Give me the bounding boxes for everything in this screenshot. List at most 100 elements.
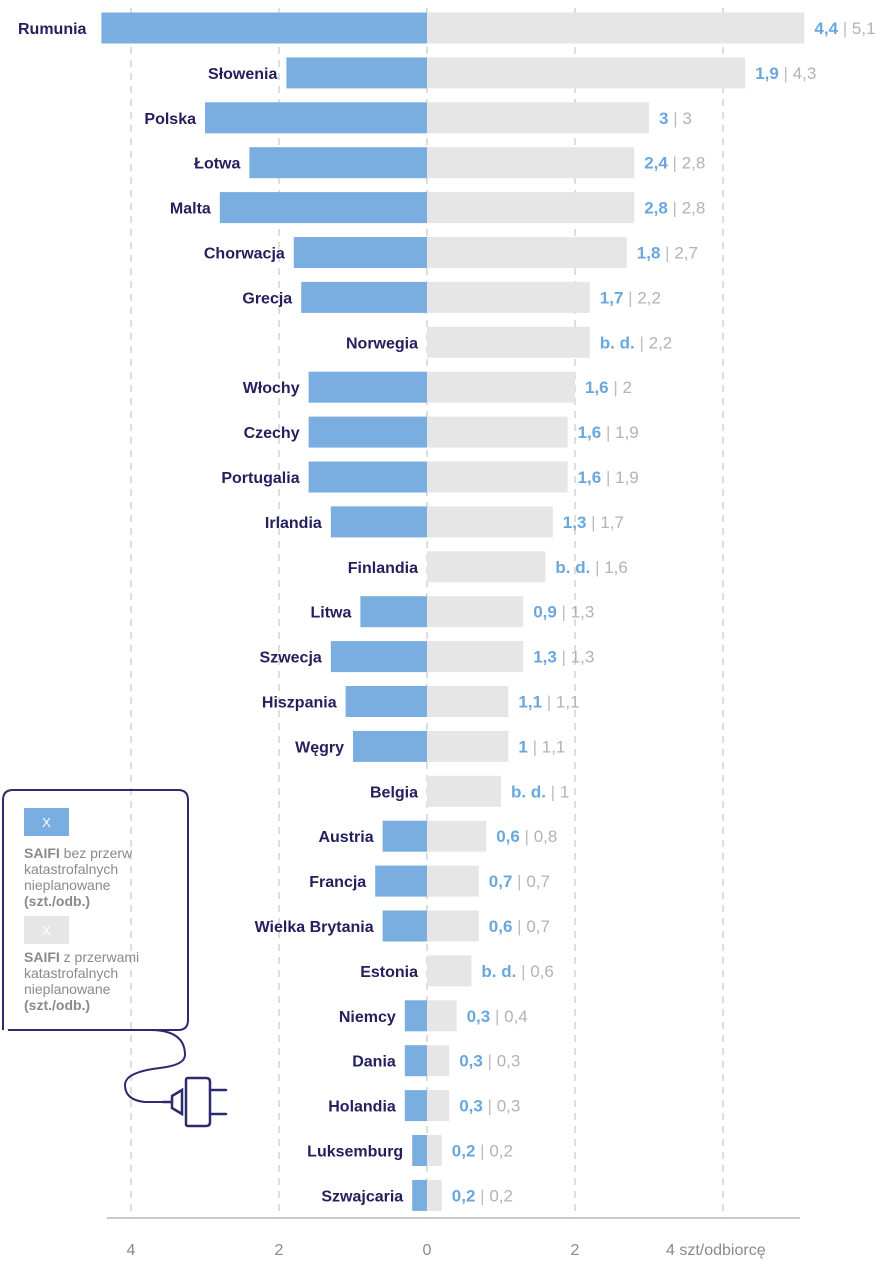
country-label-13: Litwa <box>311 605 352 622</box>
bar-b-24 <box>427 1090 450 1122</box>
value-label-26: 0,2 | 0,2 <box>452 1186 513 1205</box>
legend: X SAIFI bez przerw katastrofalnych niepl… <box>2 789 228 1128</box>
value-label-19: 0,7 | 0,7 <box>489 872 550 891</box>
country-label-10: Portugalia <box>221 470 299 487</box>
bar-b-0 <box>427 12 805 44</box>
bar-b-13 <box>427 596 524 628</box>
bar-b-9 <box>427 416 568 448</box>
value-label-7: b. d. | 2,2 <box>600 333 672 352</box>
legend-item-b-line1: SAIFI z przerwami <box>24 949 139 965</box>
legend-item-b-line3: nieplanowane <box>24 981 111 997</box>
bar-b-11 <box>427 506 553 538</box>
country-labels: Rumunia Słowenia Polska Łotwa Malta Chorwacja… <box>18 21 418 1205</box>
value-label-10: 1,6 | 1,9 <box>578 468 639 487</box>
value-label-18: 0,6 | 0,8 <box>496 827 557 846</box>
country-label-0: Rumunia <box>18 21 87 38</box>
bar-a-16 <box>353 730 427 762</box>
value-label-15: 1,1 | 1,1 <box>518 693 579 712</box>
bar-a-6 <box>301 281 427 313</box>
value-label-2: 3 | 3 <box>659 109 692 128</box>
bar-b-6 <box>427 281 590 313</box>
bar-a-5 <box>293 237 427 268</box>
bar-b-16 <box>427 730 509 762</box>
legend-item-a-line2: katastrofalnych <box>24 861 118 877</box>
value-label-25: 0,2 | 0,2 <box>452 1142 513 1161</box>
x-tick-label-4: 4 szt/odbiorcę <box>666 1242 766 1259</box>
bar-a-2 <box>205 102 427 134</box>
plug-cable <box>8 1029 187 1103</box>
country-label-19: Francja <box>309 874 366 891</box>
country-label-9: Czechy <box>244 425 300 442</box>
bar-a-18 <box>382 820 427 852</box>
country-label-7: Norwegia <box>346 335 418 352</box>
country-label-12: Finlandia <box>348 560 418 577</box>
country-label-26: Szwajcaria <box>321 1188 403 1205</box>
country-label-4: Malta <box>170 201 211 218</box>
bar-a-8 <box>308 371 427 403</box>
bar-a-19 <box>375 865 427 897</box>
bar-b-25 <box>427 1135 442 1166</box>
value-label-17: b. d. | 1 <box>511 782 569 801</box>
bar-b-20 <box>427 910 479 942</box>
bar-a-25 <box>412 1135 427 1166</box>
value-label-24: 0,3 | 0,3 <box>459 1097 520 1116</box>
legend-item-a-line3: nieplanowane <box>24 877 111 893</box>
bar-a-24 <box>404 1090 427 1122</box>
bar-a-1 <box>286 57 427 89</box>
bar-b-3 <box>427 147 635 179</box>
value-label-21: b. d. | 0,6 <box>481 962 553 981</box>
bar-a-20 <box>382 910 427 942</box>
bar-a-4 <box>219 192 427 224</box>
x-tick-label-2: 0 <box>423 1242 432 1259</box>
bar-a-13 <box>360 596 427 628</box>
country-label-5: Chorwacja <box>204 246 285 263</box>
bar-b-8 <box>427 371 575 403</box>
value-label-20: 0,6 | 0,7 <box>489 917 550 936</box>
value-label-5: 1,8 | 2,7 <box>637 244 698 263</box>
electric-plug-icon <box>161 1076 228 1128</box>
country-label-20: Wielka Brytania <box>255 919 374 936</box>
country-label-23: Dania <box>352 1054 396 1071</box>
value-label-0: 4,4 | 5,1 <box>814 19 875 38</box>
bar-b-21 <box>427 955 472 987</box>
bar-a-0 <box>101 12 428 44</box>
country-label-3: Łotwa <box>194 156 240 173</box>
bar-a-11 <box>330 506 427 538</box>
country-label-21: Estonia <box>360 964 418 981</box>
bar-b-7 <box>427 326 590 358</box>
legend-marker-a <box>24 808 69 836</box>
bar-a-9 <box>308 416 427 448</box>
bar-b-4 <box>427 192 635 224</box>
bar-b-17 <box>427 775 501 807</box>
bar-a-22 <box>404 1000 427 1032</box>
country-label-24: Holandia <box>328 1099 396 1116</box>
legend-marker-a-text: X <box>42 815 51 830</box>
country-label-15: Hiszpania <box>262 695 337 712</box>
bar-b-15 <box>427 686 509 717</box>
bar-b-23 <box>427 1045 450 1077</box>
country-label-16: Węgry <box>295 739 344 756</box>
country-label-6: Grecja <box>242 290 292 307</box>
legend-item-a-line1: SAIFI bez przerw <box>24 845 133 861</box>
value-label-8: 1,6 | 2 <box>585 378 632 397</box>
country-label-18: Austria <box>318 829 373 846</box>
country-label-2: Polska <box>144 111 196 128</box>
value-label-13: 0,9 | 1,3 <box>533 603 594 622</box>
legend-marker-b-text: X <box>42 923 51 938</box>
x-axis: 4 2 0 2 4 szt/odbiorcę <box>107 1217 800 1259</box>
legend-item-b-unit: (szt./odb.) <box>24 997 90 1013</box>
bar-b-2 <box>427 102 649 134</box>
x-tick-label-1: 2 <box>275 1242 284 1259</box>
x-tick-label-3: 2 <box>571 1242 580 1259</box>
bars-series-b <box>427 12 805 1211</box>
bar-a-26 <box>412 1179 427 1211</box>
value-label-4: 2,8 | 2,8 <box>644 199 705 218</box>
value-label-1: 1,9 | 4,3 <box>755 64 816 83</box>
bar-a-15 <box>345 686 427 717</box>
legend-item-b-line2: katastrofalnych <box>24 965 118 981</box>
country-label-14: Szwecja <box>260 650 322 667</box>
value-labels: 4,4 | 5,1 1,9 | 4,3 3 | 3 2,4 | 2,8 2,8 | 2,… <box>452 19 876 1205</box>
bar-b-22 <box>427 1000 457 1032</box>
country-label-25: Luksemburg <box>307 1144 403 1161</box>
